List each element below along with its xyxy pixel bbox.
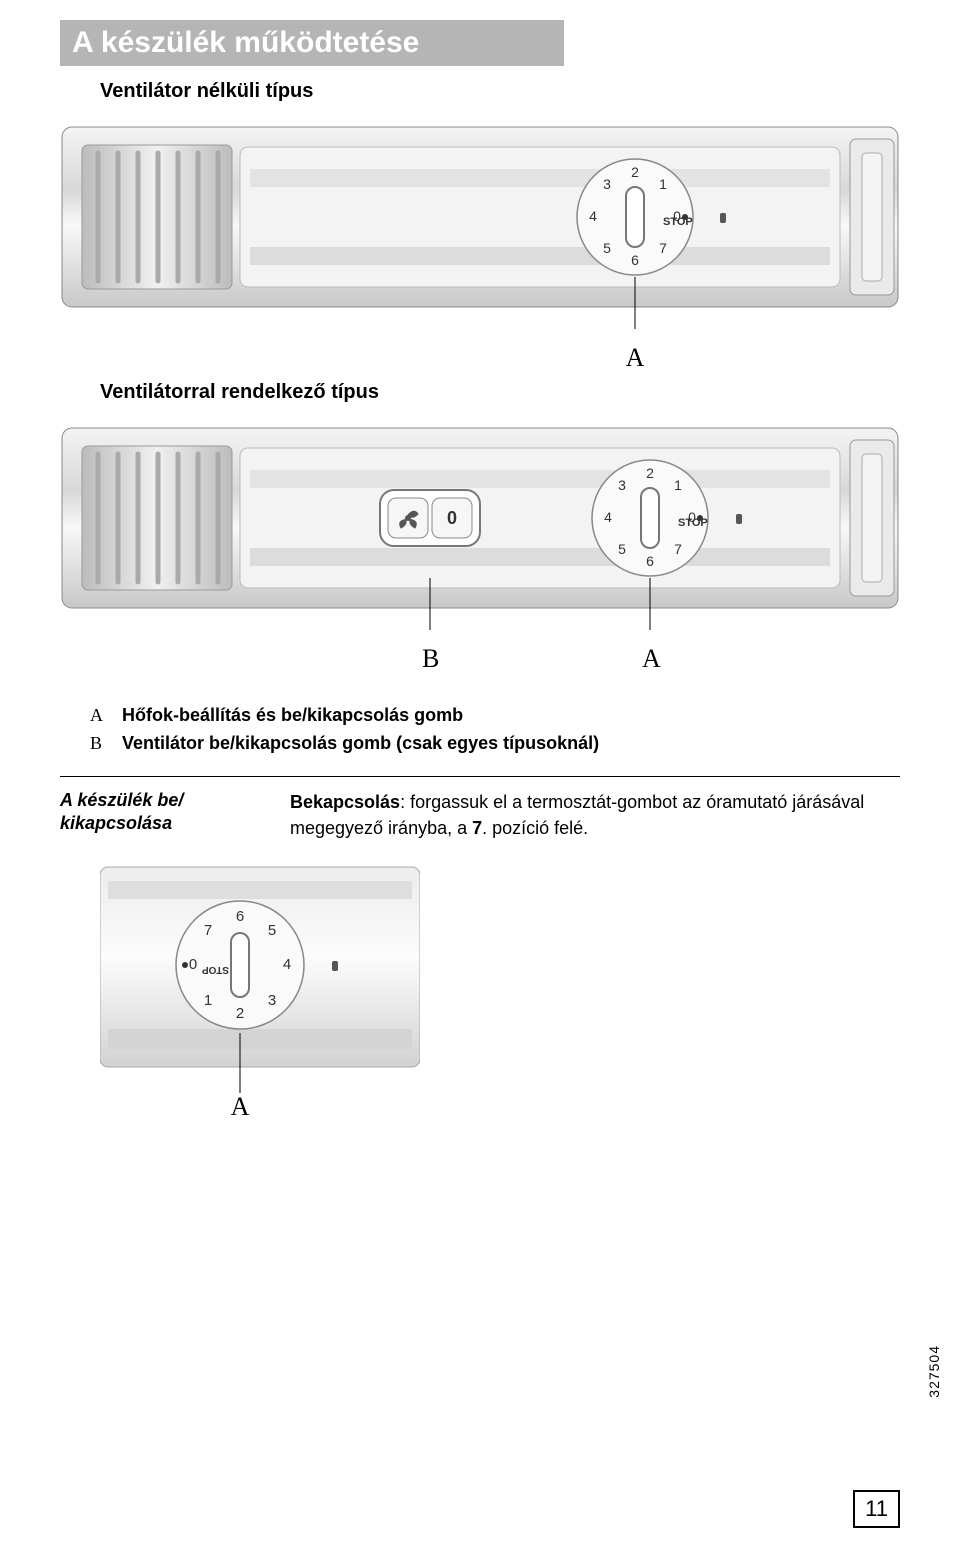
- svg-text:STOP: STOP: [678, 517, 708, 529]
- svg-text:2: 2: [646, 465, 654, 481]
- svg-text:3: 3: [268, 992, 276, 1009]
- svg-text:1: 1: [674, 477, 682, 493]
- illustration-no-fan: 2 1 3 0 4 STOP 5 7 6: [60, 117, 900, 337]
- svg-text:3: 3: [603, 176, 611, 192]
- subheading-no-fan: Ventilátor nélküli típus: [100, 80, 900, 103]
- svg-text:7: 7: [204, 922, 212, 939]
- page-number-value: 11: [865, 1496, 888, 1521]
- svg-text:1: 1: [659, 176, 667, 192]
- svg-text:5: 5: [268, 922, 276, 939]
- svg-text:0: 0: [447, 508, 457, 528]
- legend-text-b: Ventilátor be/kikapcsolás gomb (csak egy…: [122, 730, 599, 758]
- legend-text-a: Hőfok-beállítás és be/kikapcsolás gomb: [122, 702, 463, 730]
- svg-text:4: 4: [604, 509, 612, 525]
- section-body: Bekapcsolás: forgassuk el a termosztát-g…: [290, 789, 900, 841]
- page-title: A készülék működtetése: [72, 26, 419, 59]
- section-body-bold2: 7: [472, 818, 482, 838]
- svg-text:STOP: STOP: [663, 216, 693, 228]
- page-number: 11: [853, 1490, 900, 1528]
- illustration-small-dial: 6 7 5 0 4 STOP 1 3 2 A: [100, 861, 420, 1121]
- legend-block: A Hőfok-beállítás és be/kikapcsolás gomb…: [90, 702, 900, 758]
- svg-text:A: A: [231, 1092, 250, 1121]
- callout-row-2: B A X: [60, 644, 900, 674]
- legend-letter-b: B: [90, 730, 112, 758]
- document-id: 327504: [926, 1345, 942, 1398]
- callout-a-1: A: [626, 343, 645, 373]
- section-label-line1: A készülék be/: [60, 790, 183, 810]
- page-title-bar: A készülék működtetése: [60, 20, 564, 66]
- svg-text:2: 2: [236, 1005, 244, 1022]
- svg-text:6: 6: [236, 908, 244, 925]
- legend-row-a: A Hőfok-beállítás és be/kikapcsolás gomb: [90, 702, 900, 730]
- section-label-line2: kikapcsolása: [60, 813, 172, 833]
- svg-text:4: 4: [283, 956, 291, 973]
- subheading-with-fan: Ventilátorral rendelkező típus: [100, 381, 900, 404]
- section-body-bold: Bekapcsolás: [290, 792, 400, 812]
- callout-row-1: A: [60, 343, 900, 373]
- legend-letter-a: A: [90, 702, 112, 730]
- svg-text:6: 6: [646, 553, 654, 569]
- svg-text:5: 5: [618, 541, 626, 557]
- svg-text:6: 6: [631, 252, 639, 268]
- callout-b: B: [422, 644, 439, 674]
- svg-text:2: 2: [631, 164, 639, 180]
- svg-text:STOP: STOP: [202, 964, 229, 975]
- svg-text:3: 3: [618, 477, 626, 493]
- section-divider: [60, 776, 900, 777]
- section-label: A készülék be/ kikapcsolása: [60, 789, 260, 836]
- svg-text:4: 4: [589, 208, 597, 224]
- section-on-off: A készülék be/ kikapcsolása Bekapcsolás:…: [60, 789, 900, 841]
- legend-row-b: B Ventilátor be/kikapcsolás gomb (csak e…: [90, 730, 900, 758]
- svg-text:7: 7: [659, 240, 667, 256]
- page-root: A készülék működtetése Ventilátor nélkül…: [0, 0, 960, 1558]
- svg-text:7: 7: [674, 541, 682, 557]
- svg-text:5: 5: [603, 240, 611, 256]
- section-body-after: . pozíció felé.: [482, 818, 588, 838]
- svg-text:0: 0: [189, 956, 197, 973]
- callout-a-2: A: [642, 644, 661, 674]
- svg-text:1: 1: [204, 992, 212, 1009]
- illustration-with-fan: 0 2 1 3 0 4 STOP 5 7 6: [60, 418, 900, 638]
